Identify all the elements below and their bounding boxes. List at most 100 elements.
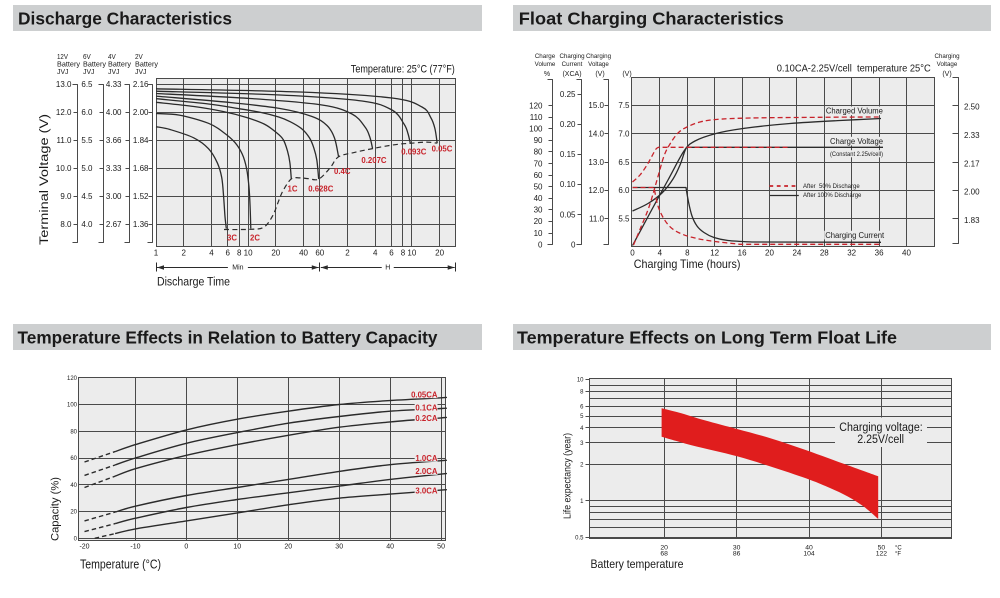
svg-text:4: 4 [658, 249, 663, 258]
svg-text:50: 50 [437, 543, 445, 550]
svg-text:86: 86 [733, 551, 741, 558]
svg-text:10.0: 10.0 [56, 164, 72, 173]
svg-text:0: 0 [184, 543, 188, 550]
svg-text:0: 0 [538, 240, 543, 249]
svg-text:0.15: 0.15 [560, 150, 576, 159]
svg-text:10: 10 [577, 378, 584, 384]
svg-text:Volume: Volume [535, 61, 556, 68]
svg-text:JVJ: JVJ [108, 69, 120, 76]
svg-text:12V: 12V [57, 54, 68, 61]
svg-text:0.05CA: 0.05CA [411, 390, 438, 399]
svg-text:40: 40 [299, 249, 308, 258]
svg-text:0.628C: 0.628C [308, 184, 334, 193]
svg-text:2C: 2C [250, 234, 260, 243]
svg-text:0.05C: 0.05C [432, 145, 453, 154]
svg-text:10: 10 [233, 543, 241, 550]
svg-text:6.5: 6.5 [81, 80, 93, 89]
svg-text:8: 8 [580, 389, 584, 395]
svg-text:After 100% Discharge: After 100% Discharge [803, 193, 862, 199]
svg-text:120: 120 [67, 376, 78, 382]
svg-text:%: % [544, 71, 550, 78]
svg-text:1.68: 1.68 [133, 164, 149, 173]
svg-text:104: 104 [803, 551, 815, 558]
svg-text:2.50: 2.50 [964, 103, 980, 112]
svg-text:Float Charging Characteristics: Float Charging Characteristics [519, 9, 784, 29]
svg-text:°C: °C [895, 546, 902, 552]
svg-text:5: 5 [580, 414, 584, 420]
svg-text:2.00: 2.00 [964, 188, 980, 197]
svg-text:0.093C: 0.093C [401, 148, 427, 157]
svg-text:11.0: 11.0 [589, 214, 605, 223]
svg-text:Temperature: 25°C (77°F): Temperature: 25°C (77°F) [351, 64, 455, 76]
svg-text:Life expectancy (year): Life expectancy (year) [562, 433, 574, 519]
svg-text:8: 8 [685, 249, 690, 258]
svg-text:0: 0 [630, 249, 635, 258]
svg-text:Charging: Charging [586, 53, 612, 60]
svg-text:36: 36 [875, 249, 884, 258]
svg-text:Battery: Battery [57, 62, 81, 69]
svg-text:0: 0 [571, 240, 576, 249]
svg-text:4.5: 4.5 [81, 192, 93, 201]
svg-text:100: 100 [67, 403, 78, 409]
svg-text:40: 40 [534, 194, 543, 203]
svg-text:2: 2 [345, 249, 350, 258]
svg-text:4.00: 4.00 [106, 108, 122, 117]
svg-text:13.0: 13.0 [56, 80, 72, 89]
svg-text:6: 6 [389, 249, 394, 258]
svg-text:1C: 1C [288, 184, 298, 193]
svg-text:1.0CA: 1.0CA [415, 454, 437, 463]
svg-text:Charging Time (hours): Charging Time (hours) [634, 257, 741, 271]
svg-text:40: 40 [805, 545, 813, 552]
svg-text:Battery temperature: Battery temperature [591, 557, 684, 571]
svg-text:1.36: 1.36 [133, 220, 149, 229]
svg-text:20: 20 [284, 543, 292, 550]
svg-text:4: 4 [373, 249, 378, 258]
svg-text:After 50% Discharge: After 50% Discharge [803, 184, 860, 190]
svg-text:8.0: 8.0 [60, 220, 72, 229]
svg-text:20: 20 [70, 510, 77, 516]
svg-text:40: 40 [902, 249, 911, 258]
svg-text:68: 68 [660, 551, 668, 558]
svg-text:10: 10 [534, 229, 543, 238]
svg-text:3.33: 3.33 [106, 164, 122, 173]
svg-text:°F: °F [895, 552, 901, 558]
svg-text:1: 1 [154, 249, 159, 258]
svg-text:30: 30 [733, 545, 741, 552]
svg-text:13.0: 13.0 [588, 158, 604, 167]
svg-text:60: 60 [315, 249, 324, 258]
svg-text:50: 50 [878, 545, 886, 552]
svg-text:Charge Voltage: Charge Voltage [830, 137, 884, 146]
svg-text:(Constant 2.25v/cell): (Constant 2.25v/cell) [830, 151, 883, 158]
svg-text:0.5: 0.5 [575, 535, 584, 541]
svg-text:30: 30 [335, 543, 343, 550]
svg-text:Charging Current: Charging Current [825, 231, 885, 240]
svg-text:7.5: 7.5 [618, 101, 630, 110]
svg-text:12.0: 12.0 [56, 108, 72, 117]
svg-text:14.0: 14.0 [588, 130, 604, 139]
svg-text:1.84: 1.84 [133, 136, 149, 145]
svg-text:10: 10 [407, 249, 416, 258]
svg-text:3C: 3C [227, 234, 237, 243]
svg-text:3.0CA: 3.0CA [415, 487, 437, 496]
svg-text:122: 122 [876, 551, 888, 558]
svg-text:6: 6 [225, 249, 230, 258]
svg-text:0.05: 0.05 [560, 210, 576, 219]
svg-text:80: 80 [534, 148, 543, 157]
svg-text:5.5: 5.5 [618, 214, 630, 223]
svg-text:2.33: 2.33 [964, 131, 980, 140]
svg-text:10: 10 [244, 249, 253, 258]
svg-text:JVJ: JVJ [135, 69, 147, 76]
svg-text:4: 4 [209, 249, 214, 258]
svg-text:0.10: 0.10 [560, 180, 576, 189]
svg-text:11.0: 11.0 [57, 136, 73, 145]
svg-text:1.83: 1.83 [964, 216, 980, 225]
svg-text:Battery: Battery [108, 62, 132, 69]
svg-text:6V: 6V [83, 54, 91, 61]
svg-text:0: 0 [74, 537, 78, 543]
svg-text:12: 12 [710, 249, 719, 258]
svg-text:Current: Current [562, 61, 583, 68]
svg-text:0.25: 0.25 [560, 90, 576, 99]
svg-text:Charging: Charging [934, 53, 960, 60]
svg-text:60: 60 [534, 171, 543, 180]
svg-text:80: 80 [70, 429, 77, 435]
